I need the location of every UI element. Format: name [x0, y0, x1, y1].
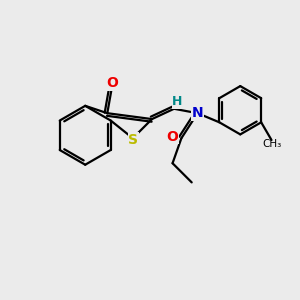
- Text: N: N: [192, 106, 203, 120]
- Text: CH₃: CH₃: [262, 140, 282, 149]
- Text: S: S: [128, 133, 138, 147]
- Text: O: O: [167, 130, 178, 144]
- Text: O: O: [106, 76, 118, 90]
- Text: H: H: [172, 95, 183, 108]
